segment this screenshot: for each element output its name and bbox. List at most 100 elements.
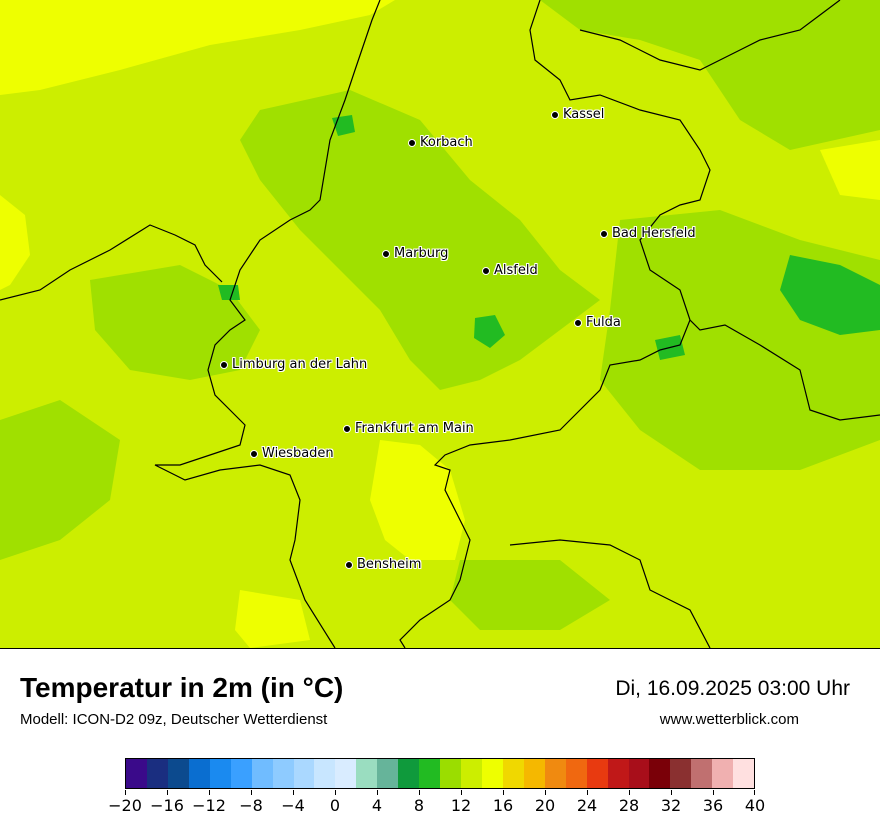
city-label: Marburg: [394, 246, 449, 261]
city-label: Bad Hersfeld: [612, 226, 696, 241]
city-dot: [343, 424, 351, 433]
coolest-zone-vogelsberg: [474, 315, 505, 348]
legend-tick-label: −8: [239, 796, 263, 815]
legend-swatch: [146, 759, 168, 788]
state-border: [154, 0, 381, 648]
color-legend-ticks: −20 −16 −12 −8 −4 0 4 8 12 16 20 24 28 32 36 40: [0, 790, 880, 830]
city-dot: [250, 449, 258, 458]
legend-swatch: [461, 759, 482, 788]
legend-tick-label: −4: [281, 796, 305, 815]
legend-swatch: [272, 759, 294, 788]
city-label: Kassel: [563, 107, 605, 122]
legend-swatch: [523, 759, 545, 788]
city-label: Alsfeld: [494, 263, 538, 278]
legend-swatch: [314, 759, 336, 788]
legend-tick: [419, 790, 420, 795]
city-label: Bensheim: [357, 557, 422, 572]
legend-tick-label: 12: [450, 796, 472, 815]
legend-tick-label: 16: [492, 796, 514, 815]
warm-zone-south: [235, 590, 310, 648]
warm-zone-northwest: [0, 0, 395, 95]
city-dot: [482, 266, 490, 275]
state-border-southeast: [509, 539, 711, 648]
legend-swatch: [565, 759, 587, 788]
city-label: Frankfurt am Main: [355, 421, 474, 436]
legend-tick: [293, 790, 294, 795]
legend-swatch: [335, 759, 357, 788]
legend-tick: [503, 790, 504, 795]
city-dot: [574, 318, 582, 327]
city-dot: [408, 138, 416, 147]
legend-tick-label: 0: [329, 796, 341, 815]
legend-swatch: [481, 759, 503, 788]
cool-zone-northeast: [540, 0, 880, 150]
warm-zone-east: [820, 140, 880, 200]
city-marker-fulda: Fulda: [574, 315, 621, 330]
city-marker-limburg-an-der-lahn: Limburg an der Lahn: [220, 357, 368, 372]
coolest-zone-rhoen: [780, 255, 880, 335]
city-marker-korbach: Korbach: [408, 135, 473, 150]
warm-zone-west: [0, 195, 30, 290]
legend-tick: [209, 790, 210, 795]
legend-tick-label: 20: [534, 796, 556, 815]
legend-swatch: [293, 759, 315, 788]
legend-tick: [335, 790, 336, 795]
legend-tick-label: 40: [744, 796, 766, 815]
city-dot: [600, 229, 608, 238]
temperature-map: [0, 0, 880, 649]
website-label: www.wetterblick.com: [659, 711, 799, 728]
state-border-northeast: [579, 0, 841, 71]
city-label: Fulda: [586, 315, 621, 330]
city-marker-kassel: Kassel: [551, 107, 605, 122]
legend-swatch: [167, 759, 189, 788]
legend-swatch: [419, 759, 441, 788]
legend-swatch: [607, 759, 629, 788]
legend-swatch: [398, 759, 420, 788]
legend-tick: [587, 790, 588, 795]
legend-tick: [629, 790, 630, 795]
legend-swatch: [251, 759, 273, 788]
legend-swatch: [502, 759, 524, 788]
map-title: Temperatur in 2m (in °C): [20, 672, 344, 703]
legend-tick: [377, 790, 378, 795]
legend-tick: [671, 790, 672, 795]
legend-tick-label: 28: [618, 796, 640, 815]
legend-swatch: [126, 759, 147, 788]
legend-swatch: [670, 759, 692, 788]
legend-tick-label: 8: [413, 796, 425, 815]
city-dot: [220, 360, 228, 369]
city-marker-alsfeld: Alsfeld: [482, 263, 538, 278]
forecast-datetime: Di, 16.09.2025 03:00 Uhr: [615, 677, 850, 700]
city-marker-frankfurt-am-main: Frankfurt am Main: [343, 421, 474, 436]
city-marker-bensheim: Bensheim: [345, 557, 422, 572]
legend-swatch: [544, 759, 566, 788]
legend-tick-label: −16: [150, 796, 184, 815]
legend-tick: [167, 790, 168, 795]
city-label: Korbach: [420, 135, 473, 150]
city-marker-bad-hersfeld: Bad Hersfeld: [600, 226, 696, 241]
warm-zone-rhine: [370, 440, 465, 560]
model-info: Modell: ICON-D2 09z, Deutscher Wetterdie…: [20, 711, 328, 728]
state-border-east: [529, 0, 880, 421]
legend-tick-label: 32: [660, 796, 682, 815]
cool-zone-southwest: [0, 400, 120, 560]
color-legend: [125, 758, 755, 789]
legend-swatch: [209, 759, 231, 788]
cool-zone-south: [450, 560, 610, 630]
legend-tick: [545, 790, 546, 795]
coolest-zone-westerwald: [218, 285, 240, 300]
state-border-south: [399, 319, 691, 648]
legend-swatch: [628, 759, 650, 788]
legend-tick-label: 36: [702, 796, 724, 815]
legend-swatch: [649, 759, 671, 788]
city-label: Limburg an der Lahn: [232, 357, 368, 372]
cool-zone-central: [240, 90, 600, 390]
cool-zone-west-hills: [90, 265, 260, 380]
city-label: Wiesbaden: [262, 446, 334, 461]
city-marker-wiesbaden: Wiesbaden: [250, 446, 334, 461]
legend-swatch: [712, 759, 734, 788]
legend-tick-label: −12: [192, 796, 226, 815]
legend-swatch: [440, 759, 461, 788]
map-field: [0, 0, 880, 648]
legend-swatch: [691, 759, 713, 788]
